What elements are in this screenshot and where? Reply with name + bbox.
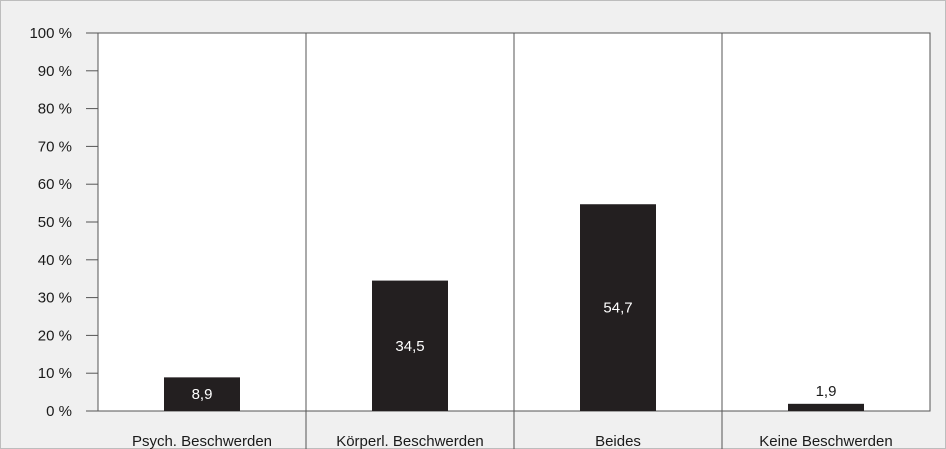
y-tick-label: 90 % <box>38 63 72 80</box>
bar <box>164 377 240 411</box>
y-tick-label: 80 % <box>38 101 72 118</box>
x-tick-label: Keine Beschwerden <box>759 433 892 449</box>
data-label: 1,9 <box>816 383 837 400</box>
x-tick-label: Beides <box>595 433 641 449</box>
y-tick-label: 40 % <box>38 252 72 269</box>
data-label: 8,9 <box>192 386 213 403</box>
y-tick-label: 70 % <box>38 138 72 155</box>
bar <box>372 280 448 411</box>
y-tick-label: 100 % <box>29 25 72 42</box>
y-tick-label: 60 % <box>38 176 72 193</box>
y-tick-label: 10 % <box>38 365 72 382</box>
data-labels: 8,9 34,5 54,7 1,9 <box>192 300 837 404</box>
x-tick-label: Körperl. Beschwerden <box>336 433 484 449</box>
y-tick-label: 50 % <box>38 214 72 231</box>
data-label: 34,5 <box>395 338 424 355</box>
y-tick-label: 0 % <box>46 403 72 420</box>
x-tick-label: Psych. Beschwerden <box>132 433 272 449</box>
y-tick-label: 20 % <box>38 327 72 344</box>
bar <box>788 403 864 411</box>
bars <box>164 204 864 411</box>
data-label: 54,7 <box>603 300 632 317</box>
y-tick-label: 30 % <box>38 290 72 307</box>
x-axis: Psych. Beschwerden Körperl. Beschwerden Be… <box>132 433 893 449</box>
category-separators <box>305 33 723 449</box>
bar <box>580 204 656 411</box>
y-axis: 0 % 10 % 20 % 30 % 40 % 50 % 60 % 70 % 80 % 90 % 1… <box>29 25 99 420</box>
